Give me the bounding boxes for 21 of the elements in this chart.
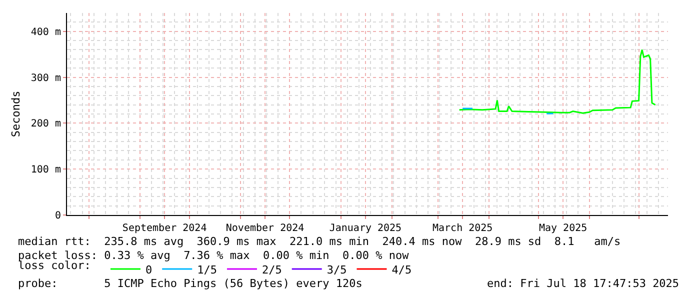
y-tick-label: 400 m	[30, 26, 61, 38]
text: packet loss: 0.33 % avg 7.36 % max 0.00 % min 0.00 % now	[18, 249, 410, 262]
x-tick-label: September 2024	[122, 223, 207, 234]
legend-label: 1/5	[197, 263, 217, 276]
y-tick-label: 100 m	[30, 164, 61, 176]
line-series	[458, 48, 656, 114]
text: median rtt: 235.8 ms avg 360.9 ms max 221.0 ms min 240.4 ms now 28.9 ms sd 8.1 am/s	[18, 235, 621, 248]
x-tick-label: March 2025	[432, 223, 493, 234]
y-tick-label: 0	[54, 210, 61, 222]
legend-label: 4/5	[392, 263, 412, 276]
x-tick-label: January 2025	[329, 223, 402, 234]
text: end: Fri Jul 18 17:47:53 2025	[487, 277, 680, 290]
y-axis-title: Seconds	[10, 90, 23, 138]
y-tick-label: 300 m	[30, 72, 61, 84]
legend-label: 2/5	[262, 263, 282, 276]
text: probe: 5 ICMP Echo Pings (56 Bytes) every 120s	[18, 277, 362, 290]
x-tick-label: May 2025	[538, 223, 588, 234]
y-tick-label: 200 m	[30, 118, 61, 130]
legend-label: 3/5	[326, 263, 347, 276]
legend-label: 0	[145, 263, 152, 276]
x-tick-label: November 2024	[226, 223, 304, 234]
